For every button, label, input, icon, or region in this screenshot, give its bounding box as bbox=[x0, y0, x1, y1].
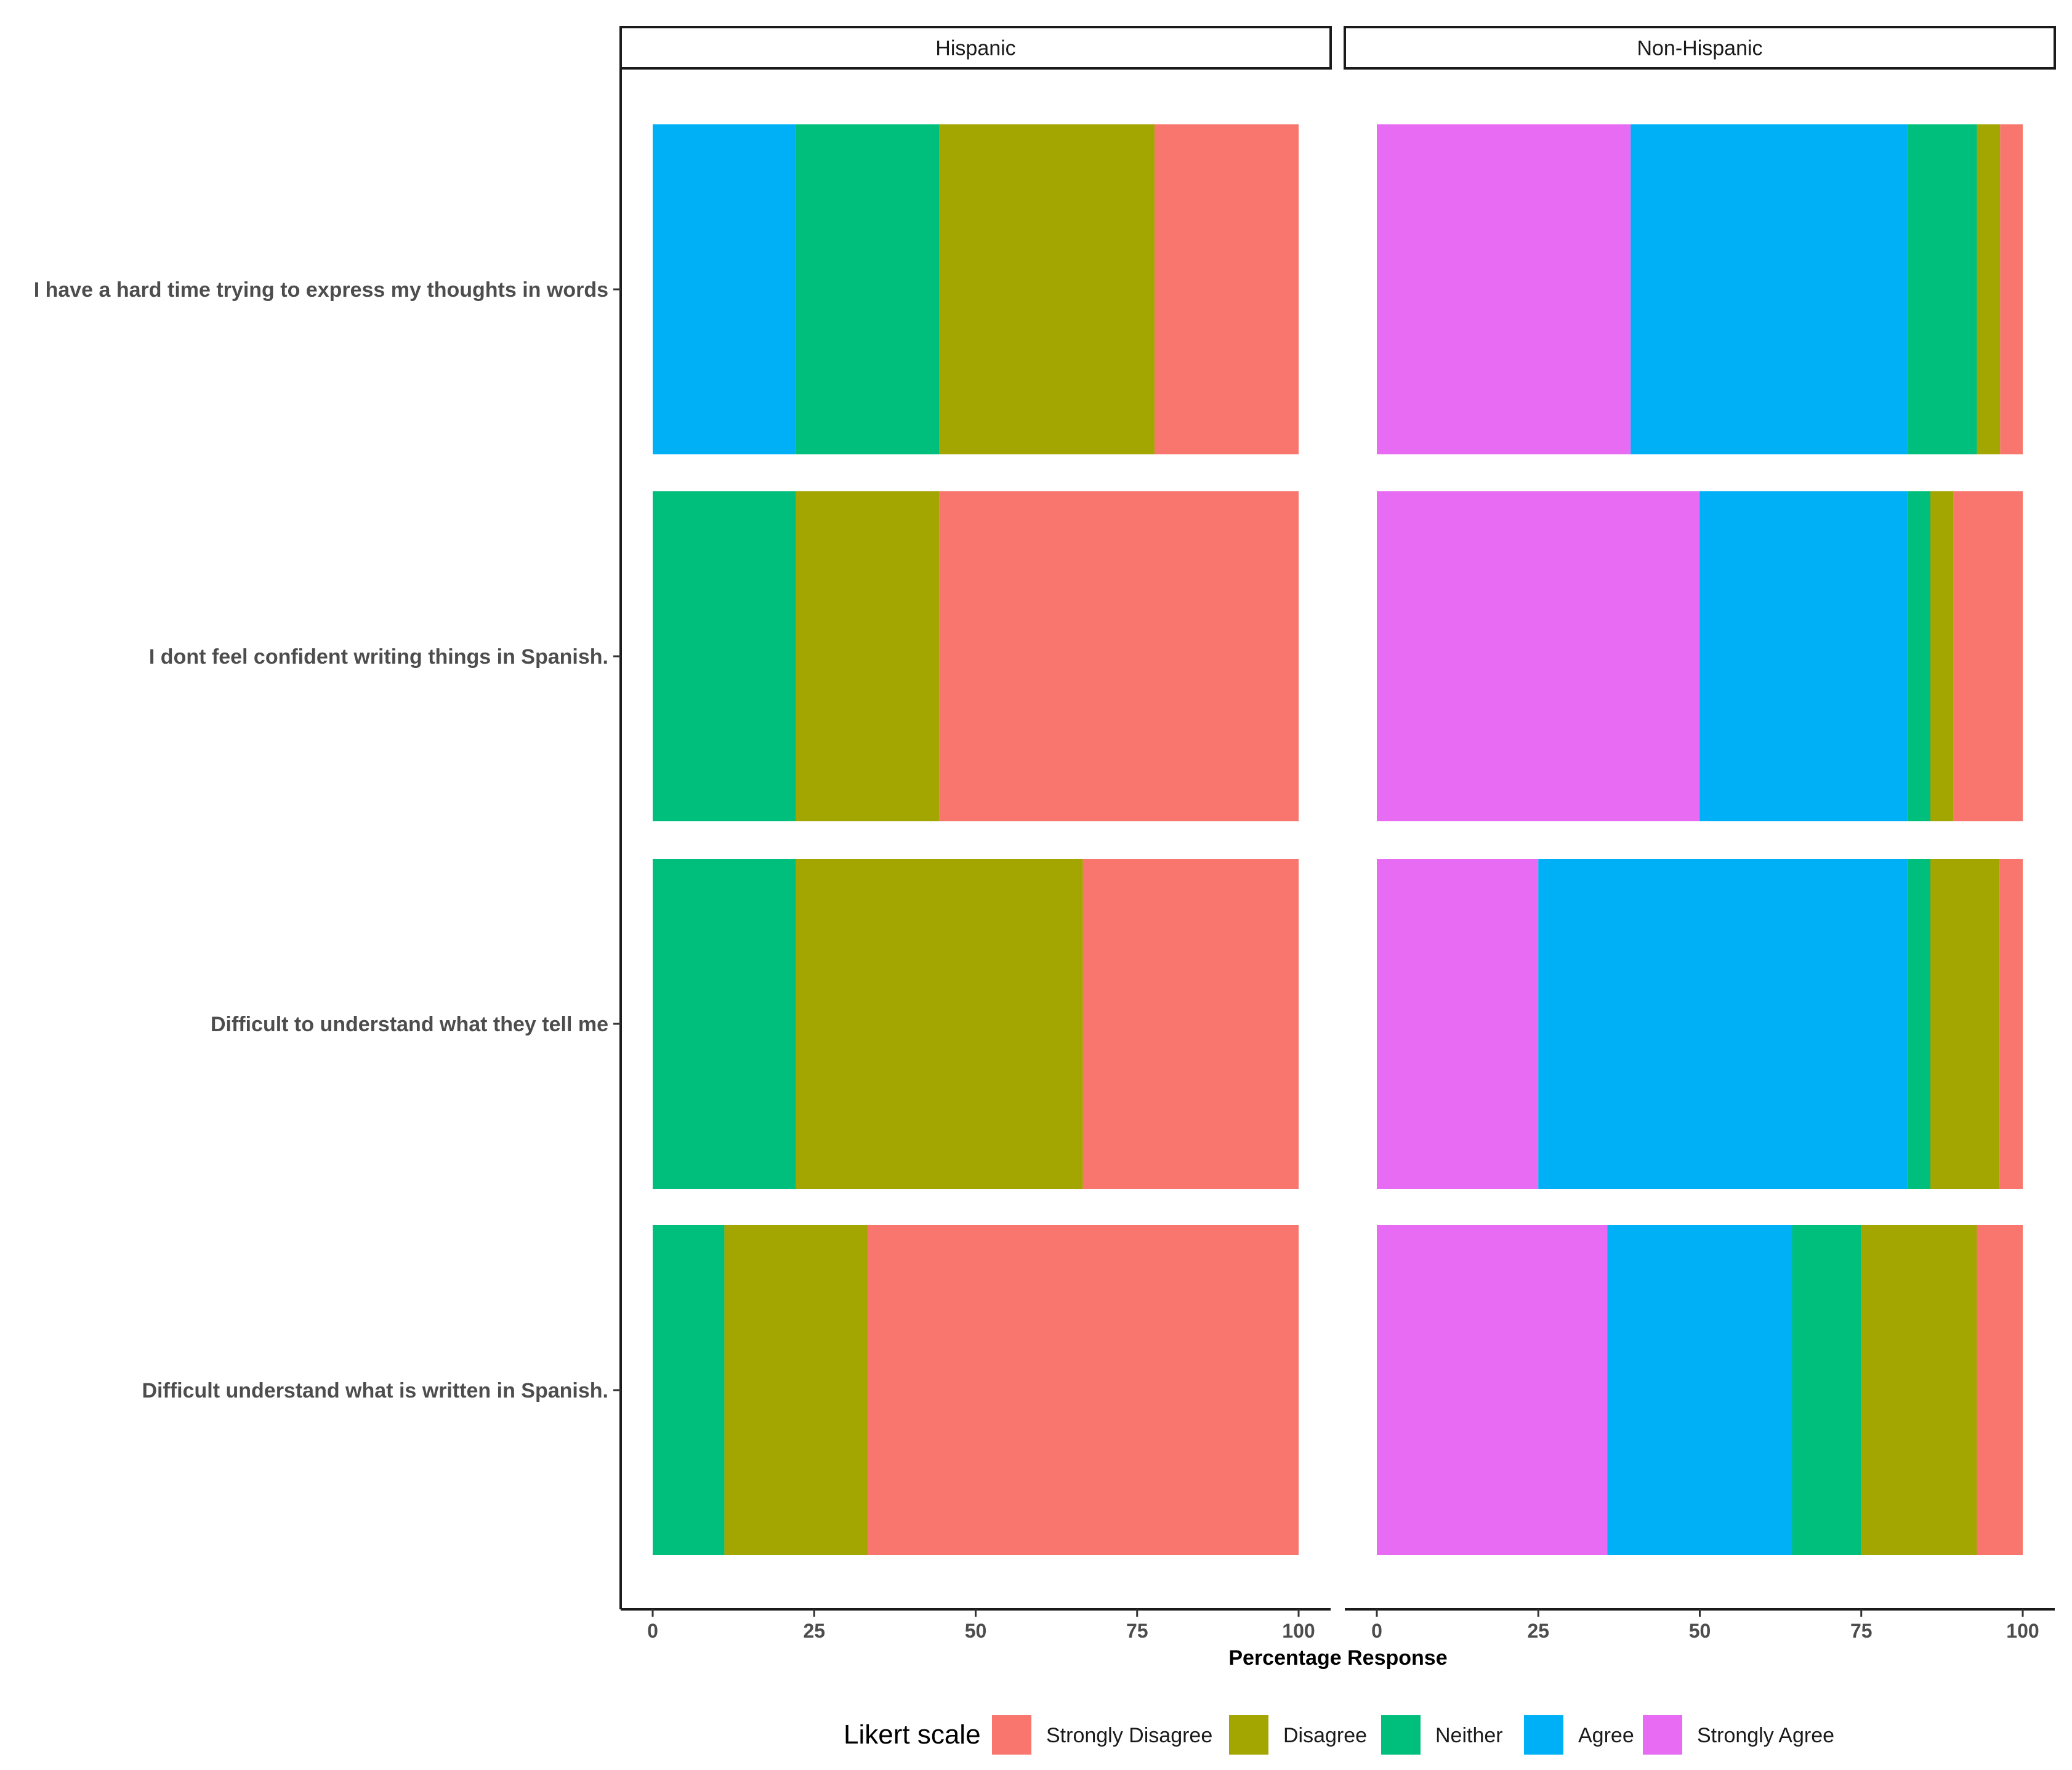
y-category-label: Difficult to understand what they tell m… bbox=[211, 1013, 608, 1036]
x-tick-label: 100 bbox=[2006, 1620, 2039, 1642]
legend-key bbox=[1643, 1715, 1682, 1755]
legend-item-strongly-disagree: Strongly Disagree bbox=[992, 1715, 1212, 1755]
legend-key bbox=[992, 1715, 1031, 1755]
legend-item-agree: Agree bbox=[1524, 1715, 1634, 1755]
legend-key bbox=[1229, 1715, 1268, 1755]
x-axis-title: Percentage Response bbox=[1228, 1646, 1447, 1670]
bar-non-hispanic-strongly-disagree bbox=[1953, 491, 2023, 821]
bar-hispanic-neither bbox=[653, 1225, 725, 1555]
y-category-label: I have a hard time trying to express my … bbox=[34, 278, 608, 302]
bar-hispanic-neither bbox=[653, 491, 796, 821]
bar-hispanic-strongly-disagree bbox=[868, 1225, 1299, 1555]
bar-non-hispanic-strongly-disagree bbox=[2000, 124, 2023, 454]
bar-non-hispanic-disagree bbox=[1930, 859, 2000, 1189]
x-tick-label: 50 bbox=[1689, 1620, 1711, 1642]
bar-hispanic-disagree bbox=[796, 491, 940, 821]
panel-hispanic: Hispanic 0 25 50 75 100 bbox=[613, 26, 1332, 1642]
facet-panels: Hispanic 0 25 50 75 100 Non-Hispanic 0 25 50 75 100 bbox=[613, 26, 2056, 1642]
bar-non-hispanic-strongly-agree bbox=[1377, 124, 1631, 454]
bar-non-hispanic-agree bbox=[1538, 859, 1908, 1189]
bar-hispanic-agree bbox=[653, 124, 796, 454]
bar-non-hispanic-agree bbox=[1607, 1225, 1792, 1555]
x-tick-label: 0 bbox=[647, 1620, 658, 1642]
legend-label: Strongly Disagree bbox=[1046, 1724, 1212, 1747]
legend-item-neither: Neither bbox=[1381, 1715, 1503, 1755]
bar-hispanic-disagree bbox=[724, 1225, 868, 1555]
legend-label: Agree bbox=[1578, 1724, 1634, 1747]
bar-non-hispanic-neither bbox=[1907, 491, 1930, 821]
bar-hispanic-neither bbox=[653, 859, 796, 1189]
y-category-label: I dont feel confident writing things in … bbox=[149, 645, 608, 669]
legend-title: Likert scale bbox=[844, 1720, 981, 1750]
legend-key bbox=[1524, 1715, 1563, 1755]
bar-non-hispanic-disagree bbox=[1977, 124, 2001, 454]
bar-hispanic-strongly-disagree bbox=[939, 491, 1299, 821]
legend-item-disagree: Disagree bbox=[1229, 1715, 1367, 1755]
x-tick-label: 25 bbox=[803, 1620, 825, 1642]
x-tick-label: 50 bbox=[965, 1620, 987, 1642]
bar-non-hispanic-agree bbox=[1699, 491, 1908, 821]
bar-hispanic-disagree bbox=[796, 859, 1083, 1189]
legend-label: Disagree bbox=[1283, 1724, 1367, 1747]
bar-non-hispanic-disagree bbox=[1861, 1225, 1977, 1555]
bar-hispanic-strongly-disagree bbox=[1082, 859, 1299, 1189]
x-tick-label: 75 bbox=[1850, 1620, 1872, 1642]
bar-hispanic-strongly-disagree bbox=[1155, 124, 1299, 454]
x-tick-label: 75 bbox=[1126, 1620, 1148, 1642]
bar-non-hispanic-strongly-agree bbox=[1377, 1225, 1608, 1555]
legend-key bbox=[1381, 1715, 1421, 1755]
bar-non-hispanic-neither bbox=[1907, 859, 1930, 1189]
y-category-label: Difficult understand what is written in … bbox=[142, 1379, 609, 1402]
facet-strip bbox=[619, 26, 1332, 70]
x-tick-label: 0 bbox=[1371, 1620, 1382, 1642]
panel-non-hispanic: Non-Hispanic 0 25 50 75 100 bbox=[1344, 26, 2056, 1642]
legend: Likert scale Strongly Disagree Disagree Nei… bbox=[844, 1715, 1834, 1755]
bar-non-hispanic-neither bbox=[1908, 124, 1977, 454]
bar-hispanic-neither bbox=[796, 124, 940, 454]
x-tick-label: 100 bbox=[1282, 1620, 1315, 1642]
bar-non-hispanic-strongly-disagree bbox=[1977, 1225, 2023, 1555]
bar-non-hispanic-strongly-disagree bbox=[1999, 859, 2023, 1189]
facet-strip-label: Non-Hispanic bbox=[1637, 37, 1762, 60]
bar-non-hispanic-disagree bbox=[1930, 491, 1954, 821]
bar-hispanic-disagree bbox=[939, 124, 1155, 454]
bar-non-hispanic-agree bbox=[1631, 124, 1908, 454]
x-tick-label: 25 bbox=[1527, 1620, 1549, 1642]
facet-strip-label: Hispanic bbox=[935, 37, 1015, 60]
legend-label: Strongly Agree bbox=[1697, 1724, 1834, 1747]
bar-non-hispanic-neither bbox=[1792, 1225, 1861, 1555]
y-axis-category-labels: I have a hard time trying to express my … bbox=[34, 278, 608, 1402]
facet-strip bbox=[1344, 26, 2056, 70]
bar-non-hispanic-strongly-agree bbox=[1377, 859, 1539, 1189]
legend-item-strongly-agree: Strongly Agree bbox=[1643, 1715, 1834, 1755]
bar-non-hispanic-strongly-agree bbox=[1377, 491, 1700, 821]
legend-label: Neither bbox=[1435, 1724, 1503, 1747]
